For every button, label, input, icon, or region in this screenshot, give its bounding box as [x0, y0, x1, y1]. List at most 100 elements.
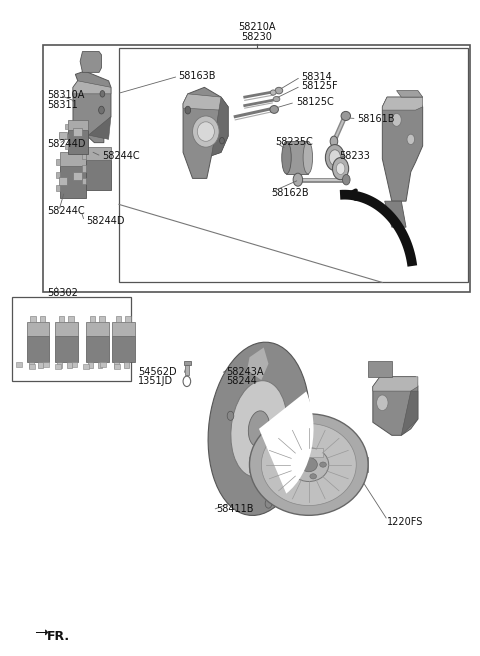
Polygon shape: [26, 322, 49, 337]
Ellipse shape: [392, 113, 401, 127]
Ellipse shape: [293, 173, 302, 186]
Ellipse shape: [231, 380, 287, 477]
Ellipse shape: [261, 424, 356, 506]
Ellipse shape: [208, 342, 310, 516]
Text: 58230: 58230: [241, 31, 272, 41]
Polygon shape: [73, 172, 82, 180]
Polygon shape: [384, 201, 406, 227]
Polygon shape: [250, 457, 368, 472]
Text: 1351JD: 1351JD: [138, 377, 173, 386]
Text: 58310A: 58310A: [47, 90, 84, 100]
Text: 58210A: 58210A: [238, 22, 276, 33]
Polygon shape: [30, 316, 36, 322]
Ellipse shape: [250, 414, 368, 516]
Polygon shape: [114, 364, 120, 369]
Text: 58235C: 58235C: [276, 137, 313, 147]
Polygon shape: [82, 178, 86, 184]
Polygon shape: [86, 322, 108, 337]
Text: 54562D: 54562D: [138, 367, 177, 377]
Polygon shape: [88, 363, 93, 368]
Polygon shape: [56, 185, 60, 192]
Ellipse shape: [303, 141, 312, 174]
Polygon shape: [59, 132, 67, 139]
Polygon shape: [183, 87, 228, 178]
Polygon shape: [99, 316, 105, 322]
Ellipse shape: [248, 411, 270, 447]
Text: 58125C: 58125C: [296, 97, 334, 108]
Polygon shape: [68, 130, 88, 154]
Ellipse shape: [100, 91, 105, 97]
Polygon shape: [36, 630, 48, 635]
Ellipse shape: [330, 136, 338, 146]
Polygon shape: [114, 363, 119, 368]
Polygon shape: [65, 134, 68, 139]
Polygon shape: [59, 316, 64, 322]
Polygon shape: [373, 377, 418, 391]
Polygon shape: [368, 361, 392, 377]
Polygon shape: [56, 159, 60, 165]
Polygon shape: [401, 391, 418, 436]
Polygon shape: [100, 362, 106, 367]
Polygon shape: [212, 97, 228, 155]
Text: 58161B: 58161B: [358, 113, 395, 123]
Polygon shape: [73, 129, 82, 136]
Polygon shape: [185, 365, 189, 375]
Text: 58244C: 58244C: [102, 152, 140, 161]
Ellipse shape: [333, 157, 348, 180]
Polygon shape: [82, 165, 86, 172]
Ellipse shape: [294, 469, 300, 474]
Ellipse shape: [265, 499, 272, 508]
Polygon shape: [247, 348, 268, 380]
Polygon shape: [65, 125, 68, 129]
Text: 1220FS: 1220FS: [387, 517, 423, 527]
Polygon shape: [60, 152, 86, 166]
Polygon shape: [73, 71, 111, 142]
Polygon shape: [184, 361, 191, 365]
Polygon shape: [16, 362, 22, 367]
Text: FR.: FR.: [47, 630, 70, 644]
Text: 58244D: 58244D: [86, 216, 124, 226]
Polygon shape: [125, 316, 131, 322]
Polygon shape: [86, 337, 108, 363]
Polygon shape: [295, 448, 323, 457]
Ellipse shape: [270, 106, 278, 113]
Polygon shape: [29, 364, 35, 369]
Polygon shape: [68, 316, 74, 322]
Polygon shape: [29, 363, 34, 368]
Polygon shape: [60, 166, 86, 198]
Ellipse shape: [273, 96, 280, 102]
Polygon shape: [26, 337, 49, 363]
Text: 58125F: 58125F: [301, 81, 338, 91]
Polygon shape: [82, 153, 86, 159]
Text: 58244: 58244: [226, 377, 257, 386]
Ellipse shape: [227, 411, 234, 420]
Text: 58162B: 58162B: [271, 188, 309, 197]
Ellipse shape: [341, 112, 350, 121]
Text: 58244D: 58244D: [47, 139, 85, 149]
Polygon shape: [90, 316, 96, 322]
Polygon shape: [57, 363, 62, 368]
Polygon shape: [38, 363, 43, 368]
Ellipse shape: [377, 395, 388, 411]
Ellipse shape: [310, 450, 316, 455]
Ellipse shape: [342, 174, 350, 185]
Polygon shape: [43, 362, 49, 367]
Ellipse shape: [289, 447, 329, 482]
Polygon shape: [68, 119, 88, 130]
Polygon shape: [116, 316, 121, 322]
Polygon shape: [383, 97, 423, 201]
Polygon shape: [112, 322, 135, 337]
Ellipse shape: [270, 90, 276, 95]
Polygon shape: [97, 363, 102, 368]
Polygon shape: [73, 81, 111, 94]
Polygon shape: [59, 177, 67, 185]
Polygon shape: [373, 377, 418, 436]
Ellipse shape: [294, 455, 300, 460]
Polygon shape: [183, 94, 228, 110]
Text: 58311: 58311: [47, 100, 78, 110]
Text: 58243A: 58243A: [226, 367, 263, 377]
Ellipse shape: [282, 141, 291, 174]
Polygon shape: [55, 322, 78, 337]
Ellipse shape: [407, 134, 415, 144]
Text: 58411B: 58411B: [216, 504, 254, 514]
